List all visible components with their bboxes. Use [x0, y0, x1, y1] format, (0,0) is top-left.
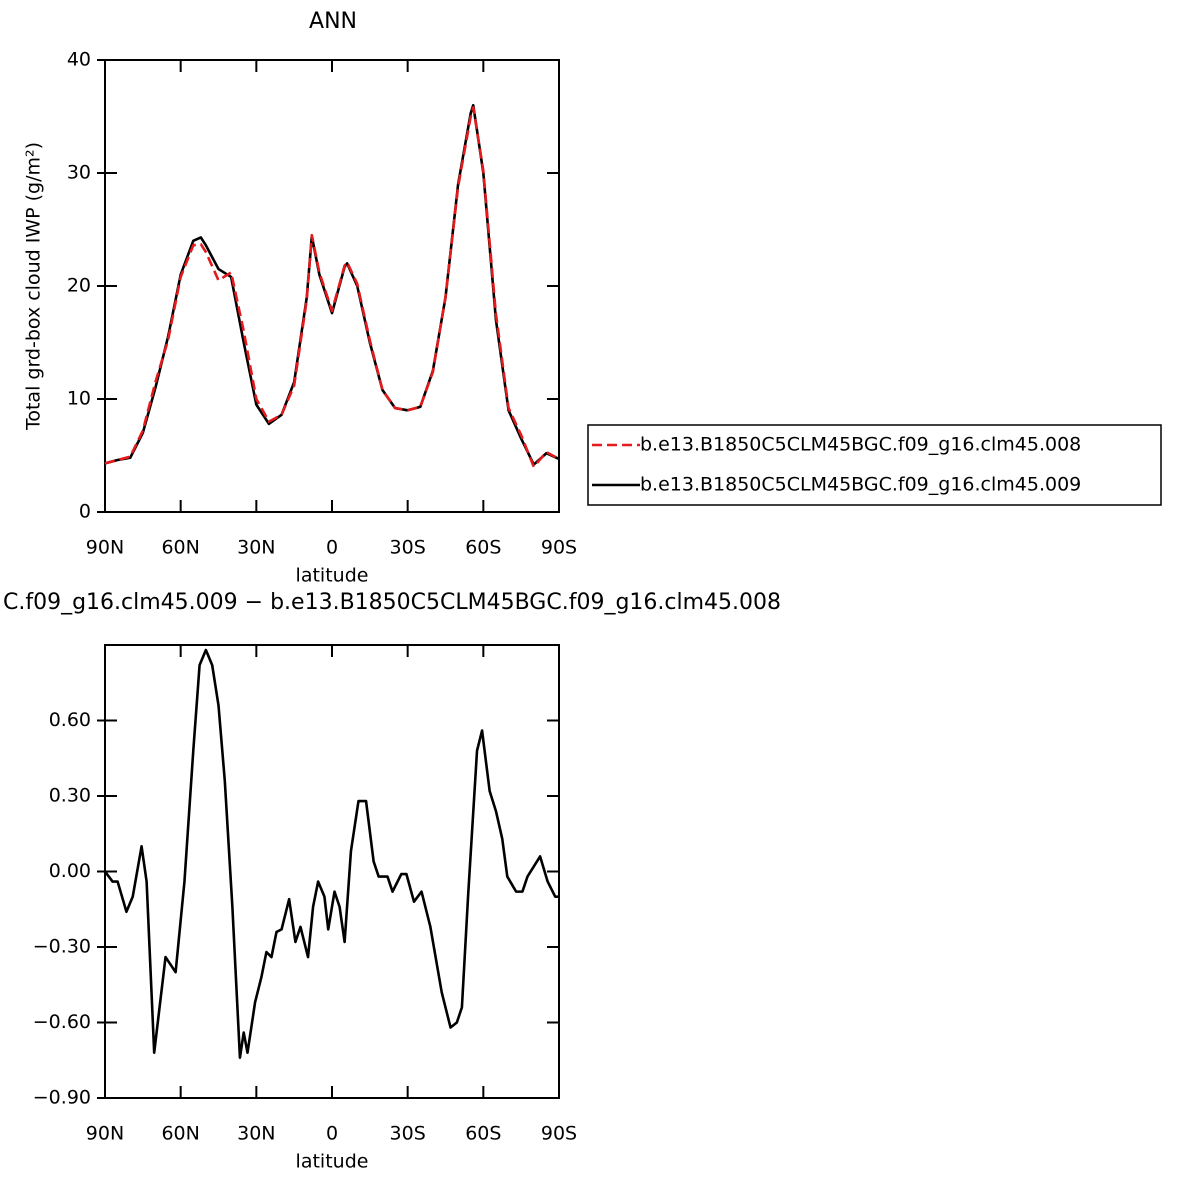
x-tick-label: 60N	[161, 1123, 199, 1145]
series-line	[104, 106, 560, 469]
chart-title: ANN	[309, 9, 357, 34]
y-tick-label: 20	[67, 275, 91, 297]
series-line	[103, 648, 559, 1060]
y-tick-label: −0.60	[33, 1011, 91, 1033]
x-tick-label: 30S	[390, 537, 426, 559]
series-line	[104, 103, 560, 466]
x-tick-label: 0	[326, 537, 338, 559]
y-tick-label: −0.30	[33, 936, 91, 958]
y-axis-label: Total grd-box cloud IWP (g/m²)	[23, 142, 45, 431]
x-tick-label: 0	[326, 1123, 338, 1145]
legend-box	[587, 424, 1162, 506]
x-axis-label: latitude	[296, 1151, 369, 1173]
y-tick-label: 10	[67, 388, 91, 410]
x-axis-label: latitude	[296, 565, 369, 587]
x-tick-label: 60N	[161, 537, 199, 559]
legend-label: b.e13.B1850C5CLM45BGC.f09_g16.clm45.008	[640, 434, 1081, 456]
y-tick-label: 0.00	[49, 860, 91, 882]
x-tick-label: 90N	[86, 1123, 124, 1145]
plot-frame	[104, 644, 560, 1099]
x-tick-label: 90S	[541, 537, 577, 559]
y-tick-label: 0.60	[49, 709, 91, 731]
x-tick-label: 60S	[465, 537, 501, 559]
chart-title: C.f09_g16.clm45.009 − b.e13.B1850C5CLM45…	[3, 590, 781, 615]
plot-frame	[104, 59, 560, 513]
y-tick-label: −0.90	[33, 1087, 91, 1109]
x-tick-label: 90N	[86, 537, 124, 559]
legend-label: b.e13.B1850C5CLM45BGC.f09_g16.clm45.009	[640, 474, 1081, 496]
x-tick-label: 30S	[390, 1123, 426, 1145]
x-tick-label: 60S	[465, 1123, 501, 1145]
y-tick-label: 30	[67, 162, 91, 184]
x-tick-label: 30N	[237, 537, 275, 559]
x-tick-label: 90S	[541, 1123, 577, 1145]
y-tick-label: 0.30	[49, 785, 91, 807]
x-tick-label: 30N	[237, 1123, 275, 1145]
y-tick-label: 40	[67, 49, 91, 71]
y-tick-label: 0	[79, 501, 91, 523]
